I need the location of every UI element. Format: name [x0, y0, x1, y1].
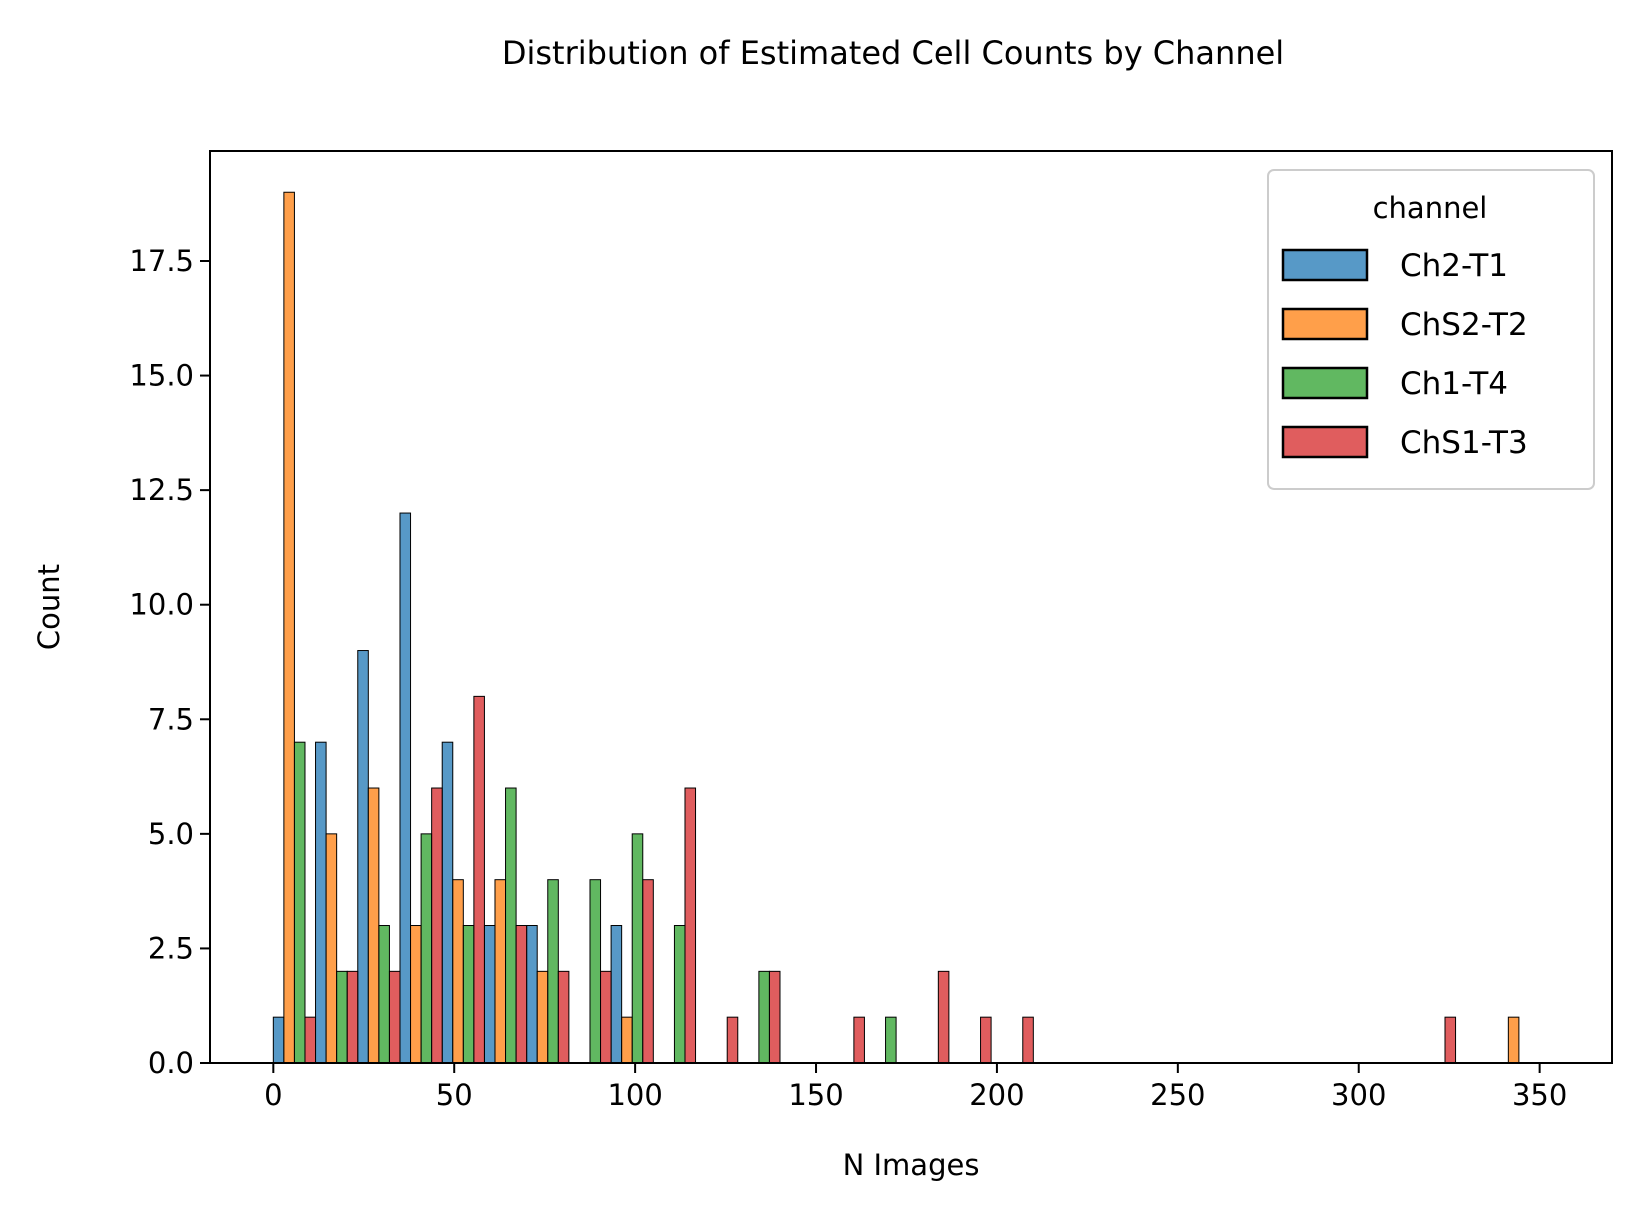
bar [494, 879, 507, 1064]
bar [589, 879, 602, 1064]
y-tick-label: 15.0 [129, 359, 194, 393]
x-tick-label: 150 [788, 1078, 843, 1112]
y-tick-label: 12.5 [129, 473, 194, 507]
y-tick-label: 5.0 [148, 817, 194, 851]
bar [726, 1016, 739, 1064]
bar [853, 1016, 865, 1064]
bar [610, 925, 623, 1064]
bar [600, 970, 612, 1064]
bar [378, 925, 390, 1064]
legend-swatch [1281, 366, 1369, 400]
bar [673, 925, 686, 1064]
bar [388, 970, 401, 1064]
legend-items: Ch2-T1 ChS2-T2 Ch1-T4 ChS1-T3 [1281, 248, 1528, 461]
histogram-bars [272, 191, 1520, 1064]
bar [937, 970, 950, 1064]
bar [1507, 1016, 1520, 1064]
bar [483, 925, 496, 1064]
legend-swatch [1281, 248, 1369, 282]
bar [410, 925, 422, 1064]
bar [547, 879, 559, 1064]
bar [293, 741, 306, 1064]
bar [536, 970, 549, 1064]
bar [515, 925, 528, 1064]
legend-label: Ch2-T1 [1400, 248, 1508, 284]
bar [557, 970, 570, 1064]
bar [621, 1016, 633, 1064]
x-tick-label: 100 [607, 1078, 662, 1112]
bar [346, 970, 359, 1064]
plot-frame [209, 150, 1613, 1064]
bar [505, 787, 517, 1064]
x-tick-label: 250 [1150, 1078, 1205, 1112]
bar [452, 879, 464, 1064]
bar [367, 787, 380, 1064]
y-tick-label: 0.0 [148, 1046, 194, 1080]
bar [758, 970, 770, 1064]
bar [1444, 1016, 1457, 1064]
y-axis-label: Count [32, 564, 66, 650]
bar [684, 787, 697, 1064]
bar [526, 925, 538, 1064]
y-tick-label: 7.5 [148, 702, 194, 736]
bar [325, 833, 338, 1064]
legend-label: ChS1-T3 [1400, 425, 1528, 461]
bar [420, 833, 433, 1064]
bar [336, 970, 348, 1064]
x-tick-label: 300 [1331, 1078, 1386, 1112]
chart-title: Distribution of Estimated Cell Counts by… [502, 34, 1284, 72]
legend-swatch [1281, 425, 1369, 459]
bar [431, 787, 443, 1064]
bar [1022, 1016, 1034, 1064]
bar [642, 879, 654, 1064]
legend: channel Ch2-T1 ChS2-T2 Ch1-T4 ChS1-T3 [1267, 169, 1595, 490]
x-tick-label: 0 [264, 1078, 282, 1112]
x-tick-label: 350 [1512, 1078, 1567, 1112]
x-tick-label: 50 [436, 1078, 473, 1112]
legend-label: ChS2-T2 [1400, 307, 1528, 343]
bar [357, 650, 369, 1064]
bar [283, 191, 295, 1064]
bar [399, 512, 412, 1064]
legend-label: Ch1-T4 [1400, 366, 1508, 402]
legend-swatch [1281, 307, 1369, 341]
bar [441, 741, 454, 1064]
bar [304, 1016, 317, 1064]
bar [885, 1016, 897, 1064]
x-axis-ticks: 0 50 100 150 200 250 300 350 [264, 1063, 1567, 1112]
bar [272, 1016, 285, 1064]
bar [473, 695, 485, 1064]
bar [631, 833, 644, 1064]
bar [768, 970, 781, 1064]
y-tick-label: 2.5 [148, 931, 194, 965]
bar [980, 1016, 992, 1064]
y-tick-label: 17.5 [129, 244, 194, 278]
x-axis-label: N Images [843, 1148, 980, 1182]
y-tick-label: 10.0 [129, 588, 194, 622]
bar [315, 741, 327, 1064]
bar [462, 925, 475, 1064]
x-tick-label: 200 [969, 1078, 1024, 1112]
y-axis-ticks: 0.0 2.5 5.0 7.5 10.0 12.5 15.0 17.5 [129, 244, 210, 1080]
legend-title: channel [1373, 191, 1488, 225]
